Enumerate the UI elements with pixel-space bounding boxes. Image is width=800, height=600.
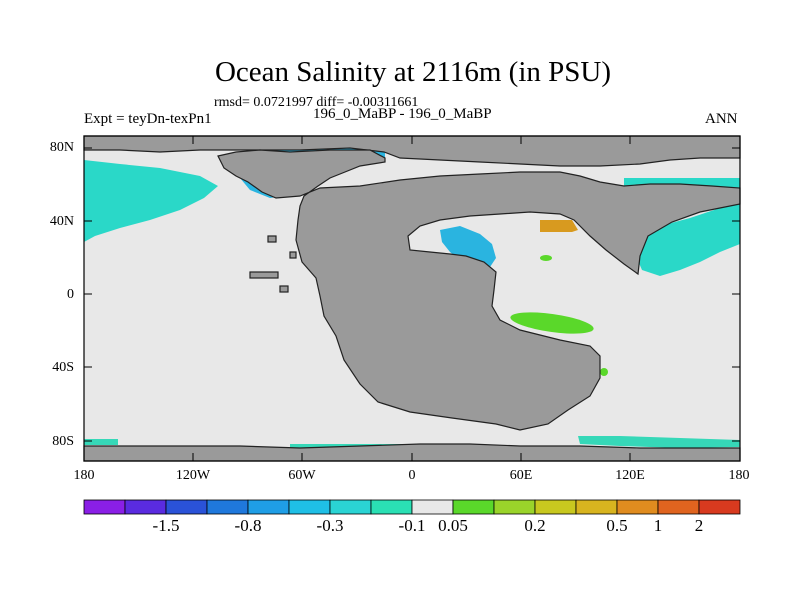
colorbar	[83, 499, 741, 515]
colorbar-box-13	[616, 499, 659, 515]
colorbar-box-9	[452, 499, 495, 515]
colorbar-label: -1.5	[152, 516, 180, 535]
colorbar-label: -0.3	[316, 516, 344, 535]
south-indian-salty-anomaly	[600, 368, 608, 376]
colorbar-box-6	[329, 499, 372, 515]
caspian-salty-anomaly	[540, 220, 578, 232]
colorbar-label: 0.2	[524, 516, 546, 535]
colorbar-box-3	[206, 499, 249, 515]
colorbar-label: 1	[653, 516, 663, 535]
colorbar-box-10	[493, 499, 536, 515]
colorbar-box-15	[698, 499, 741, 515]
colorbar-box-5	[288, 499, 331, 515]
colorbar-label: -0.8	[234, 516, 262, 535]
southern-ocean-fresh-anomaly-east	[578, 436, 740, 448]
indian-ocean-salty-anomaly	[510, 312, 594, 334]
land-island-south	[289, 251, 297, 259]
x-tick-label-60w: 60W	[288, 468, 316, 483]
colorbar-box-12	[575, 499, 618, 515]
west-pacific-fresh-anomaly	[636, 200, 740, 276]
land-arctic-strip	[83, 135, 741, 167]
land-main-supercontinent	[217, 149, 741, 431]
colorbar-box-11	[534, 499, 577, 515]
land-island-atlantic	[267, 235, 277, 243]
y-tick-label-40n: 40N	[49, 214, 74, 229]
colorbar-label: 0.05	[438, 516, 468, 535]
land-island-pacific	[249, 271, 279, 279]
x-tick-label-180w: 180	[73, 468, 95, 483]
southern-ocean-fresh-anomaly-west	[84, 439, 118, 445]
x-tick-label-180e: 180	[728, 468, 750, 483]
land-island-west	[279, 285, 289, 293]
y-tick-label-0: 0	[67, 287, 74, 302]
colorbar-box-8	[411, 499, 454, 515]
x-tick-label-120w: 120W	[175, 468, 211, 483]
colorbar-box-4	[247, 499, 290, 515]
north-pacific-east-fresh-anomaly	[624, 178, 740, 188]
plot-title: Ocean Salinity at 2116m (in PSU)	[214, 56, 612, 88]
colorbar-box-1	[124, 499, 167, 515]
colorbar-box-7	[370, 499, 413, 515]
axis-ticks	[84, 136, 740, 461]
land-masses	[83, 135, 741, 462]
colorbar-label: 0.5	[606, 516, 628, 535]
x-tick-label-120e: 120E	[615, 468, 645, 483]
y-tick-label-40s: 40S	[52, 360, 74, 375]
y-tick-label-80n: 80N	[49, 140, 74, 155]
colorbar-box-14	[657, 499, 700, 515]
arabian-salty-anomaly	[540, 255, 552, 261]
colorbar-box-2	[165, 499, 208, 515]
period-label: 196_0_MaBP - 196_0_MaBP	[313, 106, 492, 122]
north-pacific-fresh-anomaly	[84, 160, 218, 242]
stats-text: rmsd= 0.0721997 diff= -0.00311661	[214, 95, 419, 110]
y-tick-label-80s: 80S	[52, 434, 74, 449]
map-plot	[83, 135, 741, 462]
experiment-label: Expt = teyDn-texPn1	[84, 111, 212, 127]
colorbar-box-0	[83, 499, 126, 515]
x-tick-label-0: 0	[408, 468, 416, 483]
colorbar-label: -0.1	[398, 516, 426, 535]
season-label: ANN	[705, 111, 738, 127]
x-tick-label-60e: 60E	[509, 468, 533, 483]
colorbar-label: 2	[694, 516, 704, 535]
